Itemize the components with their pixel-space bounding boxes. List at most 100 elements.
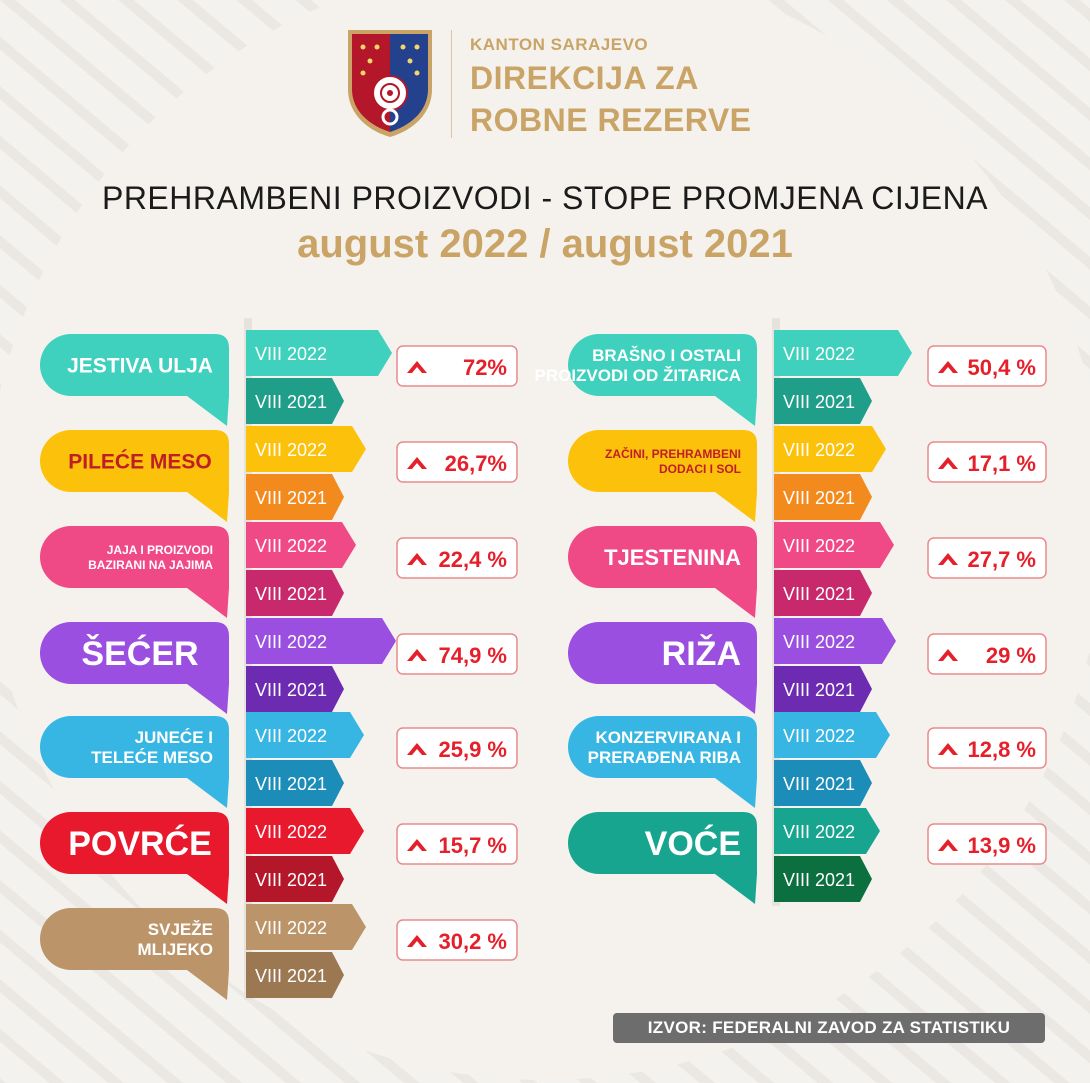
change-badge	[396, 727, 518, 769]
period-tab-2022	[246, 522, 356, 568]
change-badge	[927, 345, 1047, 387]
period-label-2021: VIII 2021	[255, 488, 327, 508]
category-bubble	[40, 334, 229, 426]
up-arrow-icon	[407, 743, 427, 755]
change-value: 13,9 %	[968, 833, 1037, 858]
period-tab-2022	[774, 808, 880, 854]
change-badge	[927, 823, 1047, 865]
category-row: POVRĆE VIII 2022 VIII 2021 15,7 %	[40, 808, 518, 904]
change-value: 15,7 %	[439, 833, 508, 858]
category-bubble	[568, 812, 757, 904]
period-label-2022: VIII 2022	[783, 440, 855, 460]
change-badge	[927, 441, 1047, 483]
category-label: ŠEĆER	[81, 634, 198, 673]
period-tab-2021	[246, 666, 344, 712]
up-arrow-icon	[407, 935, 427, 947]
page-title: PREHRAMBENI PROIZVODI - STOPE PROMJENA C…	[101, 180, 989, 216]
change-badge	[396, 823, 518, 865]
change-value: 26,7%	[445, 451, 507, 476]
category-row: ŠEĆER VIII 2022 VIII 2021 74,9 %	[40, 618, 518, 714]
org-subtitle: KANTON SARAJEVO	[470, 35, 649, 54]
header: KANTON SARAJEVO DIREKCIJA ZA ROBNE REZER…	[0, 0, 1090, 280]
org-title-line2: ROBNE REZERVE	[470, 102, 752, 138]
category-bubble	[40, 812, 229, 904]
period-tab-2022	[774, 712, 890, 758]
period-tab-2022	[774, 426, 886, 472]
period-tab-2022	[774, 618, 896, 664]
change-badge	[396, 345, 518, 387]
period-label-2021: VIII 2021	[255, 870, 327, 890]
category-bubble	[568, 430, 757, 522]
period-label-2021: VIII 2021	[783, 680, 855, 700]
category-label: TELEĆE MESO	[91, 748, 213, 767]
category-label: PILEĆE MESO	[68, 450, 212, 474]
period-tab-2022	[774, 522, 894, 568]
change-badge	[927, 633, 1047, 675]
category-label: ZAČINI, PREHRAMBENI	[605, 446, 741, 461]
category-label: SVJEŽE	[148, 920, 213, 939]
change-value: 17,1 %	[968, 451, 1037, 476]
period-label-2022: VIII 2022	[255, 440, 327, 460]
period-tab-2021	[246, 570, 344, 616]
change-value: 12,8 %	[968, 737, 1037, 762]
up-arrow-icon	[938, 743, 958, 755]
period-tab-2021	[774, 570, 872, 616]
category-bubble	[40, 622, 229, 714]
period-tab-2021	[246, 474, 344, 520]
category-bubble	[40, 526, 229, 618]
change-value: 27,7 %	[968, 547, 1037, 572]
up-arrow-icon	[407, 553, 427, 565]
period-label-2022: VIII 2022	[255, 632, 327, 652]
category-label: KONZERVIRANA I	[596, 728, 741, 747]
period-tab-2022	[246, 808, 364, 854]
change-badge	[396, 441, 518, 483]
period-tab-2021	[774, 474, 872, 520]
category-label: BAZIRANI NA JAJIMA	[88, 558, 213, 572]
change-badge	[927, 537, 1047, 579]
category-row: TJESTENINA VIII 2022 VIII 2021 27,7 %	[568, 522, 1047, 618]
category-bubble	[40, 430, 229, 522]
source-label: IZVOR: FEDERALNI ZAVOD ZA STATISTIKU	[613, 1013, 1045, 1043]
period-label-2022: VIII 2022	[783, 344, 855, 364]
up-arrow-icon	[938, 553, 958, 565]
change-badge	[927, 727, 1047, 769]
change-badge	[396, 537, 518, 579]
period-label-2022: VIII 2022	[783, 822, 855, 842]
category-bubble	[568, 526, 757, 618]
up-arrow-icon	[938, 457, 958, 469]
period-label-2022: VIII 2022	[255, 822, 327, 842]
category-label: VOĆE	[645, 825, 741, 863]
period-label-2021: VIII 2021	[255, 584, 327, 604]
period-tab-2022	[246, 904, 366, 950]
category-bubble	[568, 622, 757, 714]
up-arrow-icon	[407, 457, 427, 469]
up-arrow-icon	[938, 361, 958, 373]
period-label-2022: VIII 2022	[255, 726, 327, 746]
period-label-2021: VIII 2021	[255, 774, 327, 794]
category-label: JUNEĆE I	[135, 728, 213, 747]
period-tab-2022	[246, 426, 366, 472]
period-tab-2021	[774, 378, 872, 424]
period-label-2021: VIII 2021	[783, 488, 855, 508]
up-arrow-icon	[407, 839, 427, 851]
period-label-2021: VIII 2021	[255, 966, 327, 986]
page-subtitle: august 2022 / august 2021	[297, 222, 793, 266]
category-label: PRERAĐENA RIBA	[588, 748, 741, 767]
category-row: VOĆE VIII 2022 VIII 2021 13,9 %	[568, 808, 1047, 904]
period-tab-2022	[246, 618, 396, 664]
header-divider	[451, 30, 452, 138]
change-value: 72%	[463, 355, 507, 380]
period-label-2022: VIII 2022	[783, 632, 855, 652]
period-tab-2021	[246, 952, 344, 998]
change-value: 22,4 %	[439, 547, 508, 572]
category-bubble	[568, 334, 757, 426]
category-label: RIŽA	[662, 635, 741, 673]
period-label-2021: VIII 2021	[783, 774, 855, 794]
period-label-2022: VIII 2022	[783, 726, 855, 746]
category-label: JAJA I PROIZVODI	[107, 543, 213, 557]
